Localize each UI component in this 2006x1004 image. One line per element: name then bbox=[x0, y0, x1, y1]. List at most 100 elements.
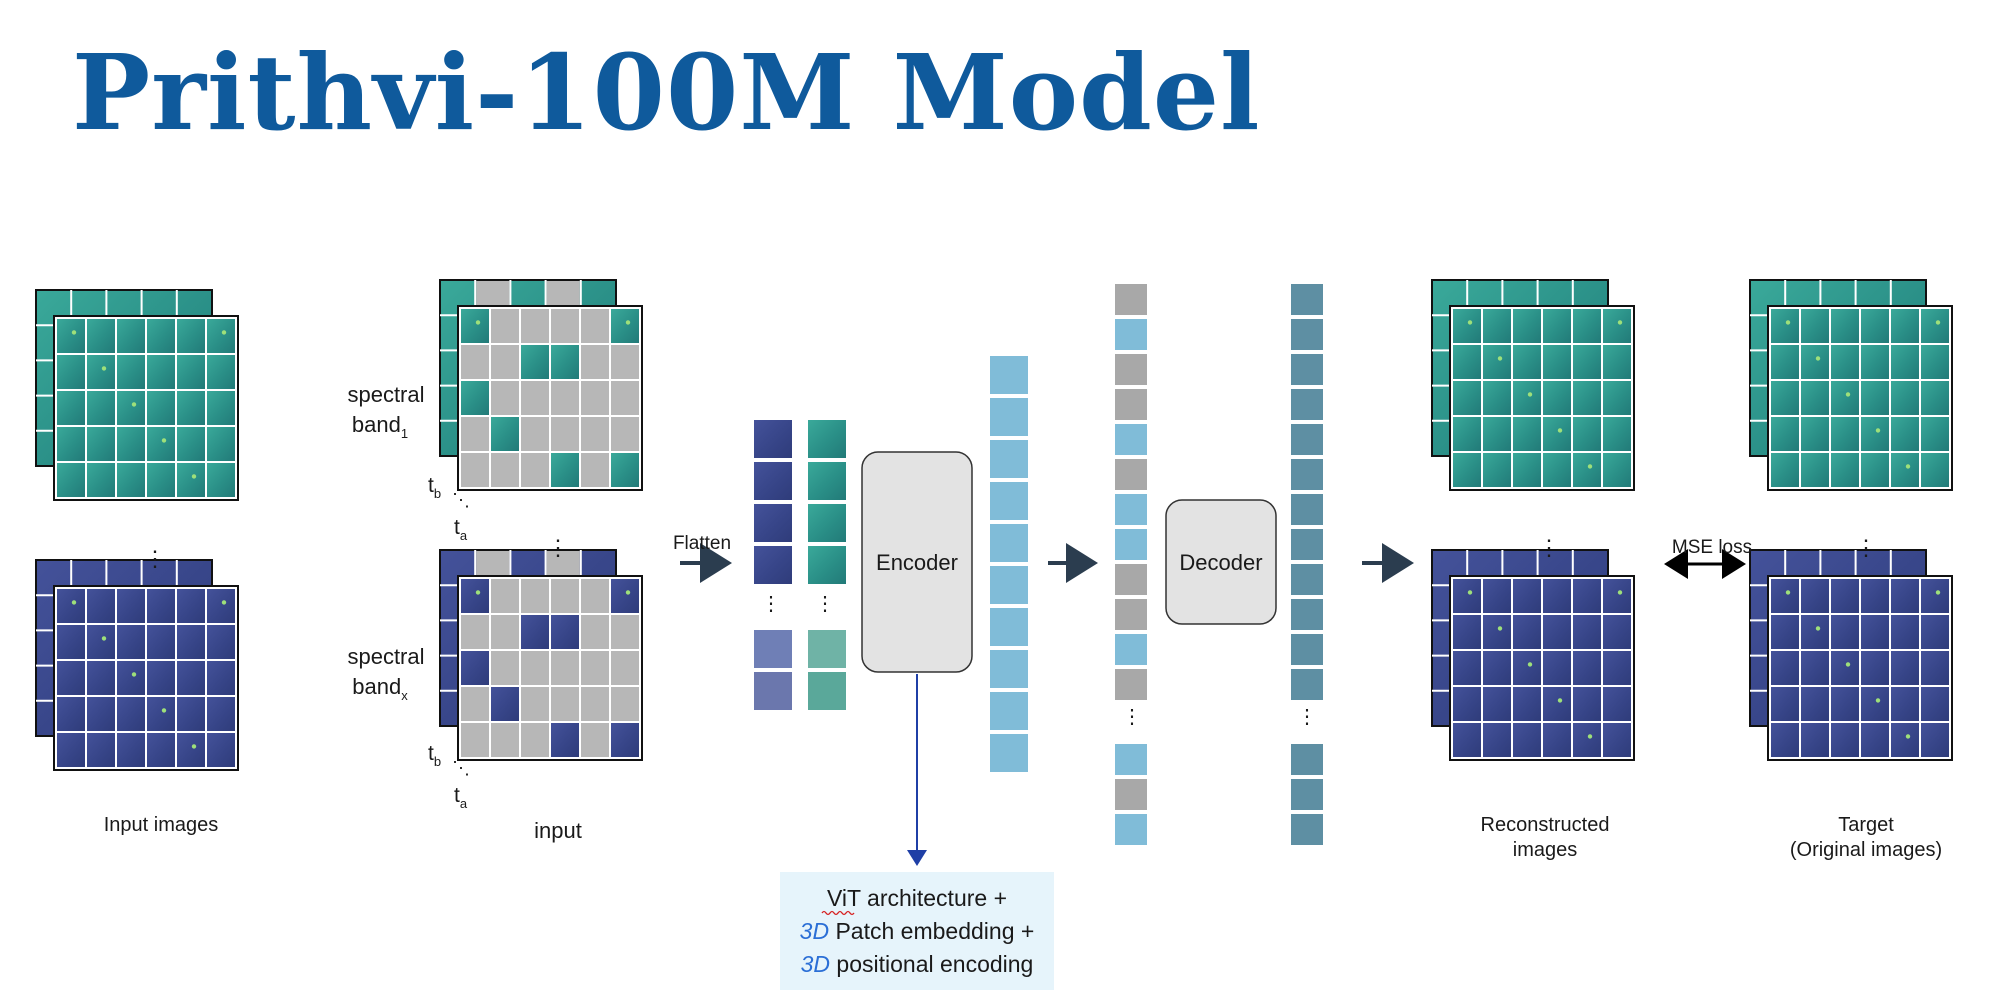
image-patch bbox=[207, 427, 235, 461]
image-patch bbox=[461, 417, 489, 451]
encoder-token bbox=[990, 650, 1028, 688]
decoder-output-token bbox=[1291, 284, 1323, 315]
flattened-patch bbox=[754, 420, 792, 458]
encoder-token bbox=[990, 440, 1028, 478]
image-patch bbox=[1543, 579, 1571, 613]
image-patch bbox=[1921, 453, 1949, 487]
image-patch bbox=[57, 589, 85, 623]
decoder-input-token bbox=[1115, 814, 1147, 845]
image-patch bbox=[1573, 651, 1601, 685]
image-patch bbox=[551, 615, 579, 649]
decoder-label: Decoder bbox=[1179, 550, 1262, 575]
image-patch bbox=[1603, 345, 1631, 379]
image-patch bbox=[461, 309, 489, 343]
image-patch bbox=[1801, 723, 1829, 757]
image-patch bbox=[521, 309, 549, 343]
image-patch bbox=[147, 589, 175, 623]
image-patch bbox=[521, 579, 549, 613]
image-patch bbox=[1483, 687, 1511, 721]
image-patch bbox=[491, 345, 519, 379]
image-patch bbox=[1861, 651, 1889, 685]
image-patch bbox=[1453, 687, 1481, 721]
target-teal-stack bbox=[1749, 279, 1953, 491]
image-patch bbox=[177, 427, 205, 461]
masked-input-band1-stack bbox=[439, 279, 643, 491]
image-patch bbox=[177, 391, 205, 425]
decoder-output-token bbox=[1291, 459, 1323, 490]
reconstructed-purple-stack bbox=[1431, 549, 1635, 761]
image-patch bbox=[551, 453, 579, 487]
image-patch bbox=[207, 355, 235, 389]
image-patch bbox=[1921, 723, 1949, 757]
decoder-input-token bbox=[1115, 284, 1147, 315]
image-patch bbox=[551, 579, 579, 613]
input-images-label: Input images bbox=[104, 814, 219, 836]
image-patch bbox=[1453, 381, 1481, 415]
image-patch bbox=[1801, 453, 1829, 487]
time-a-label-x: ta bbox=[454, 784, 468, 811]
image-patch bbox=[1543, 453, 1571, 487]
image-patch bbox=[117, 391, 145, 425]
image-patch bbox=[117, 319, 145, 353]
decoder-output-vdots: ⋮ bbox=[1297, 706, 1317, 728]
image-patch bbox=[581, 381, 609, 415]
image-patch bbox=[1831, 381, 1859, 415]
image-patch bbox=[521, 417, 549, 451]
image-patch bbox=[87, 427, 115, 461]
patch-vdots-left: ⋮ bbox=[761, 593, 781, 615]
image-patch bbox=[581, 417, 609, 451]
image-patch bbox=[1771, 579, 1799, 613]
image-patch bbox=[1771, 687, 1799, 721]
decoder-output-token bbox=[1291, 494, 1323, 525]
image-speck bbox=[101, 366, 107, 371]
image-patch bbox=[491, 417, 519, 451]
encoder-label: Encoder bbox=[876, 550, 958, 575]
image-patch bbox=[521, 687, 549, 721]
image-patch bbox=[1573, 723, 1601, 757]
image-patch bbox=[177, 733, 205, 767]
time-diag-dots-x: ⋱ bbox=[452, 758, 470, 778]
image-patch bbox=[1513, 417, 1541, 451]
input-images-purple-stack bbox=[35, 559, 239, 771]
image-speck bbox=[1785, 590, 1791, 595]
image-speck bbox=[1845, 662, 1851, 667]
image-patch bbox=[491, 453, 519, 487]
image-patch bbox=[1543, 345, 1571, 379]
image-patch bbox=[1573, 615, 1601, 649]
image-patch bbox=[461, 381, 489, 415]
decoder-input-token bbox=[1115, 424, 1147, 455]
image-patch bbox=[611, 723, 639, 757]
image-speck bbox=[1527, 662, 1533, 667]
image-patch bbox=[1771, 723, 1799, 757]
image-patch bbox=[1603, 579, 1631, 613]
image-patch bbox=[1921, 579, 1949, 613]
flattened-patch bbox=[754, 504, 792, 542]
image-patch bbox=[491, 687, 519, 721]
encoder-token bbox=[990, 734, 1028, 772]
decoder-input-vdots: ⋮ bbox=[1122, 706, 1142, 728]
image-patch bbox=[1891, 345, 1919, 379]
image-patch bbox=[1921, 381, 1949, 415]
image-patch bbox=[1921, 687, 1949, 721]
image-patch bbox=[117, 427, 145, 461]
image-patch bbox=[1891, 309, 1919, 343]
image-patch bbox=[1801, 687, 1829, 721]
image-patch bbox=[1831, 309, 1859, 343]
image-patch bbox=[1483, 345, 1511, 379]
image-patch bbox=[117, 625, 145, 659]
encoder-output-tokens bbox=[990, 356, 1028, 772]
image-patch bbox=[207, 589, 235, 623]
image-patch bbox=[147, 319, 175, 353]
image-patch bbox=[1861, 723, 1889, 757]
image-patch bbox=[207, 463, 235, 497]
image-patch bbox=[611, 615, 639, 649]
image-speck bbox=[101, 636, 107, 641]
image-patch bbox=[1453, 345, 1481, 379]
image-patch bbox=[1921, 309, 1949, 343]
image-patch bbox=[551, 723, 579, 757]
image-patch bbox=[147, 391, 175, 425]
patch-vdots-right: ⋮ bbox=[815, 593, 835, 615]
image-patch bbox=[551, 687, 579, 721]
image-patch bbox=[207, 319, 235, 353]
vit-details-line3: 3D positional encoding bbox=[801, 951, 1034, 977]
